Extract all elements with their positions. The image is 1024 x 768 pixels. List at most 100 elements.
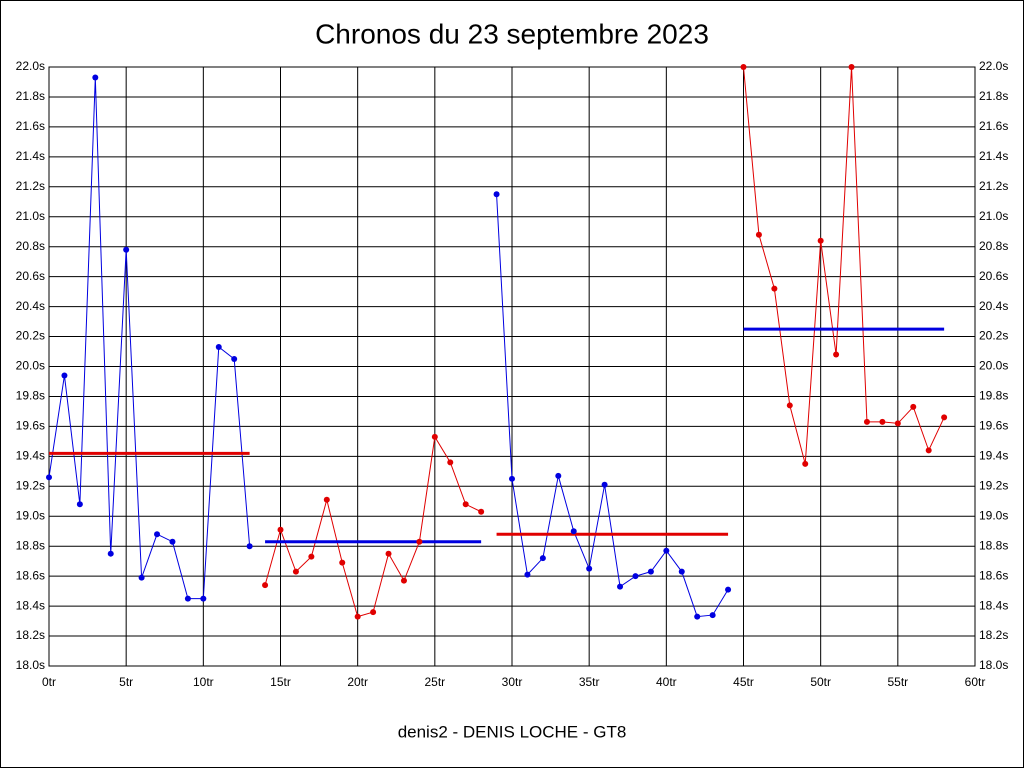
x-tick-label: 20tr <box>347 675 368 689</box>
data-point <box>339 559 346 566</box>
x-tick-label: 30tr <box>502 675 523 689</box>
data-point <box>524 571 531 578</box>
y-tick-label: 18.2s <box>16 628 45 642</box>
x-tick-label: 5tr <box>119 675 133 689</box>
data-point <box>123 246 130 253</box>
data-point <box>925 447 932 454</box>
data-line <box>48 77 251 600</box>
y-tick-label: 19.0s <box>16 508 45 522</box>
data-point <box>601 481 608 488</box>
y2-tick-label: 20.8s <box>979 239 1008 253</box>
y-tick-label: 20.6s <box>16 269 45 283</box>
data-point <box>46 474 52 481</box>
data-point <box>323 496 330 503</box>
data-point <box>385 550 392 557</box>
x-tick-label: 40tr <box>656 675 677 689</box>
y-tick-label: 20.8s <box>16 239 45 253</box>
y2-tick-label: 19.6s <box>979 419 1008 433</box>
y2-tick-label: 19.2s <box>979 478 1008 492</box>
data-point <box>910 403 917 410</box>
y2-tick-label: 21.6s <box>979 119 1008 133</box>
y2-tick-label: 18.4s <box>979 598 1008 612</box>
data-line <box>743 66 945 464</box>
data-point <box>863 418 870 425</box>
data-point <box>678 568 685 575</box>
y-tick-label: 19.4s <box>16 449 45 463</box>
data-point <box>61 372 68 379</box>
y-tick-label: 20.4s <box>16 299 45 313</box>
data-point <box>447 459 454 466</box>
data-point <box>107 550 114 557</box>
data-point <box>431 433 438 440</box>
y2-tick-label: 22.0s <box>979 59 1008 73</box>
data-point <box>292 568 299 575</box>
y2-tick-label: 19.8s <box>979 389 1008 403</box>
y2-tick-label: 20.2s <box>979 329 1008 343</box>
data-point <box>771 285 778 292</box>
data-point <box>184 595 191 602</box>
data-point <box>246 543 253 550</box>
data-point <box>308 553 315 560</box>
data-point <box>709 612 716 619</box>
data-point <box>76 501 83 508</box>
y-tick-label: 22.0s <box>16 59 45 73</box>
data-point <box>694 613 701 620</box>
y2-tick-label: 20.0s <box>979 359 1008 373</box>
data-point <box>879 418 886 425</box>
x-tick-label: 50tr <box>810 675 831 689</box>
data-point <box>509 475 515 482</box>
plot-area <box>48 66 976 667</box>
data-point <box>231 356 238 363</box>
data-point <box>138 574 145 581</box>
data-point <box>154 531 161 538</box>
data-point <box>570 528 577 535</box>
data-point <box>200 595 207 602</box>
data-point <box>848 64 855 70</box>
y-tick-label: 21.2s <box>16 179 45 193</box>
data-point <box>786 402 793 409</box>
y2-tick-label: 18.8s <box>979 538 1008 552</box>
data-point <box>632 573 639 580</box>
data-point <box>478 508 485 515</box>
y2-tick-label: 21.0s <box>979 209 1008 223</box>
data-point <box>617 583 624 590</box>
x-tick-label: 0tr <box>42 675 56 689</box>
data-point <box>663 547 670 554</box>
x-tick-label: 60tr <box>965 675 986 689</box>
y2-tick-label: 18.6s <box>979 568 1008 582</box>
x-tick-label: 55tr <box>887 675 908 689</box>
y2-tick-label: 21.2s <box>979 179 1008 193</box>
y2-tick-label: 21.4s <box>979 149 1008 163</box>
data-point <box>755 231 762 238</box>
data-point <box>370 609 377 616</box>
data-point <box>586 565 593 572</box>
y-tick-label: 21.6s <box>16 119 45 133</box>
data-point <box>354 613 361 620</box>
y-tick-label: 19.8s <box>16 389 45 403</box>
x-tick-label: 15tr <box>270 675 291 689</box>
data-point <box>277 526 284 533</box>
x-tick-label: 45tr <box>733 675 754 689</box>
data-point <box>493 191 500 198</box>
y-tick-label: 21.0s <box>16 209 45 223</box>
data-point <box>539 555 546 562</box>
data-point <box>555 472 562 479</box>
data-point <box>169 538 176 545</box>
data-point <box>400 577 407 584</box>
data-point <box>462 501 469 508</box>
data-point <box>833 351 840 358</box>
x-tick-label: 10tr <box>193 675 214 689</box>
y2-tick-label: 19.4s <box>979 449 1008 463</box>
y-tick-label: 18.0s <box>16 658 45 672</box>
data-point <box>725 586 732 593</box>
y2-tick-label: 19.0s <box>979 508 1008 522</box>
y-tick-label: 20.2s <box>16 329 45 343</box>
y-tick-label: 19.2s <box>16 478 45 492</box>
data-point <box>416 538 423 545</box>
data-point <box>647 568 654 575</box>
y2-tick-label: 18.2s <box>979 628 1008 642</box>
data-point <box>941 414 948 421</box>
data-point <box>894 420 901 427</box>
y2-tick-label: 18.0s <box>979 658 1008 672</box>
